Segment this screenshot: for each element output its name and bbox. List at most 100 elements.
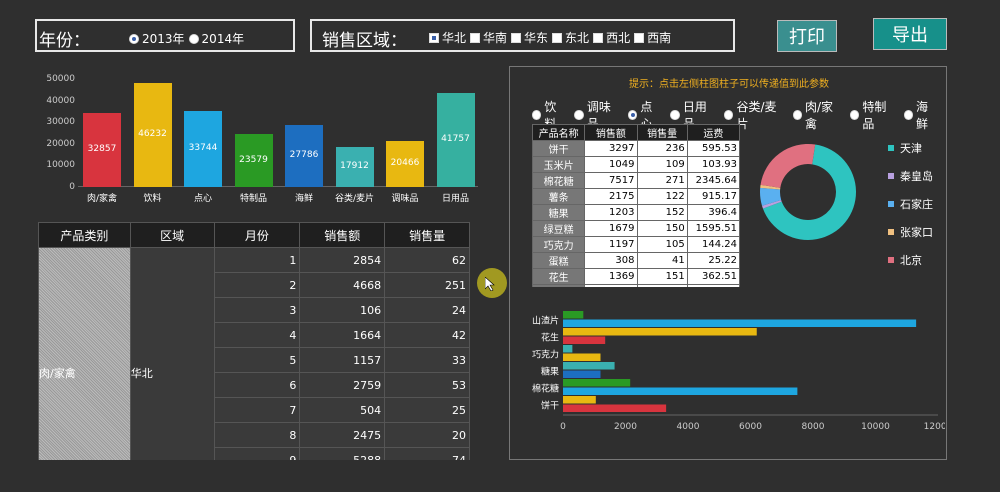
donut-slice-0[interactable] xyxy=(762,144,856,240)
year-option-2014[interactable]: 2014年 xyxy=(188,30,244,47)
quantity-cell: 25 xyxy=(384,397,470,423)
product-name-cell: 蛋糕 xyxy=(532,252,586,269)
hbar-6[interactable] xyxy=(563,362,615,370)
table-row: 巧克力 1197 105 144.24 xyxy=(532,236,741,253)
radio-icon[interactable] xyxy=(188,33,199,44)
region-option-dongbei[interactable]: 东北 xyxy=(552,29,589,46)
header-qty[interactable]: 销售量 xyxy=(636,124,688,141)
region-option-huadong[interactable]: 华东 xyxy=(511,29,548,46)
table-row: 糖果 1203 152 396.4 xyxy=(532,204,741,221)
radio-icon[interactable] xyxy=(628,110,638,120)
bar-6[interactable] xyxy=(386,141,424,187)
radio-icon[interactable] xyxy=(724,110,734,120)
radio-icon[interactable] xyxy=(849,110,860,120)
sales-cell: 3297 xyxy=(584,140,638,157)
product-name-cell: 花生 xyxy=(532,268,586,285)
product-name-cell: 桂花糕 xyxy=(532,284,586,287)
region-option-xinan[interactable]: 西南 xyxy=(634,29,671,46)
radio-icon[interactable] xyxy=(532,110,542,120)
sales-table: 产品类别 区域 月份 销售额 销售量 肉/家禽 华北 1 2854 62 2 4668 251… xyxy=(38,222,470,460)
product-name-cell: 糖果 xyxy=(532,204,586,221)
hbar-8[interactable] xyxy=(563,379,631,387)
hbar-5[interactable] xyxy=(563,353,601,362)
header-quantity[interactable]: 销售量 xyxy=(384,222,470,248)
checkbox-icon[interactable] xyxy=(634,32,645,43)
donut-slice-1[interactable] xyxy=(762,200,782,209)
legend-swatch xyxy=(888,229,894,235)
hbar-1[interactable] xyxy=(563,319,917,328)
region-option-huabei[interactable]: 华北 xyxy=(429,29,466,46)
header-month[interactable]: 月份 xyxy=(213,222,301,248)
radio-icon[interactable] xyxy=(792,110,802,120)
category-option-6[interactable]: 特制品 xyxy=(849,98,896,132)
freight-cell: 103.93 xyxy=(686,156,741,173)
header-category[interactable]: 产品类别 xyxy=(38,222,131,248)
sales-cell: 1664 xyxy=(299,322,386,348)
radio-icon[interactable] xyxy=(670,110,680,120)
bar-5[interactable] xyxy=(335,146,374,187)
region-label: 销售区域： xyxy=(322,31,407,51)
bar-3[interactable] xyxy=(234,134,273,187)
quantity-cell: 53 xyxy=(384,372,470,398)
mouse-pointer-icon xyxy=(485,277,495,291)
hbar-10[interactable] xyxy=(563,396,596,404)
product-table-header: 产品名称 销售额 销售量 运费 xyxy=(532,124,741,141)
header-region[interactable]: 区域 xyxy=(129,222,215,248)
hbar-11[interactable] xyxy=(563,404,667,413)
hbar-3[interactable] xyxy=(563,336,606,345)
bar-4[interactable] xyxy=(285,124,323,187)
donut-slice-3[interactable] xyxy=(760,184,781,190)
header-sales[interactable]: 销售额 xyxy=(299,222,386,248)
table-row: 5 1157 33 xyxy=(39,347,470,373)
hbar-4[interactable] xyxy=(563,345,573,353)
hbar-0[interactable] xyxy=(563,311,584,319)
region-option-huanan[interactable]: 华南 xyxy=(470,29,507,46)
sales-cell: 1157 xyxy=(299,347,386,373)
sales-cell: 1197 xyxy=(584,236,638,253)
x-category-label: 谷类/麦片 xyxy=(334,194,375,204)
product-name-cell: 绿豆糕 xyxy=(532,220,586,237)
legend-item: 秦皇岛 xyxy=(888,169,933,183)
checkbox-icon[interactable] xyxy=(511,32,522,43)
region-option-xibei[interactable]: 西北 xyxy=(593,29,630,46)
header-product[interactable]: 产品名称 xyxy=(532,124,586,141)
bar-7[interactable] xyxy=(436,93,475,187)
category-option-5[interactable]: 肉/家禽 xyxy=(792,98,842,132)
table-row: 6 2759 53 xyxy=(39,372,470,398)
export-button[interactable]: 导出 xyxy=(873,18,947,50)
header-sales[interactable]: 销售额 xyxy=(584,124,638,141)
radio-icon[interactable] xyxy=(129,33,139,44)
donut-slice-2[interactable] xyxy=(760,187,782,206)
sales-cell: 106 xyxy=(299,297,386,323)
sales-cell: 2475 xyxy=(299,422,386,448)
bar-1[interactable] xyxy=(133,83,172,187)
plot-area: 32857 46232 33744 23579 27786 17912 20466 41757 xyxy=(78,75,478,187)
checkbox-icon[interactable] xyxy=(593,32,604,43)
bar-value-label: 17912 xyxy=(340,160,369,171)
hbar-7[interactable] xyxy=(563,370,601,379)
legend-label: 秦皇岛 xyxy=(900,170,933,183)
category-option-7[interactable]: 海鲜 xyxy=(903,98,938,132)
checkbox-icon[interactable] xyxy=(470,32,481,43)
print-button[interactable]: 打印 xyxy=(777,20,837,52)
hbar-9[interactable] xyxy=(563,387,798,396)
month-cell: 9 xyxy=(213,447,301,460)
hbar-2[interactable] xyxy=(563,328,757,336)
bar-2[interactable] xyxy=(184,111,222,187)
radio-icon[interactable] xyxy=(903,110,913,120)
checkbox-icon[interactable] xyxy=(429,32,439,43)
checkbox-icon[interactable] xyxy=(552,32,563,43)
year-option-2013[interactable]: 2013年 xyxy=(129,30,185,47)
sales-cell: 2175 xyxy=(584,188,638,205)
table-row: 8 2475 20 xyxy=(39,422,470,448)
table-row: 桂花糕6220811075.44 xyxy=(532,284,741,287)
table-row: 绿豆糕 1679 150 1595.51 xyxy=(532,220,741,237)
bar-0[interactable] xyxy=(83,113,121,187)
y-tick-label: 10000 xyxy=(46,160,75,170)
city-donut-chart xyxy=(760,144,856,240)
sales-cell: 2854 xyxy=(299,247,386,273)
category-option-4[interactable]: 谷类/麦片 xyxy=(724,98,785,132)
header-freight[interactable]: 运费 xyxy=(686,124,741,141)
radio-icon[interactable] xyxy=(574,110,584,120)
donut-slice-4[interactable] xyxy=(760,144,816,188)
